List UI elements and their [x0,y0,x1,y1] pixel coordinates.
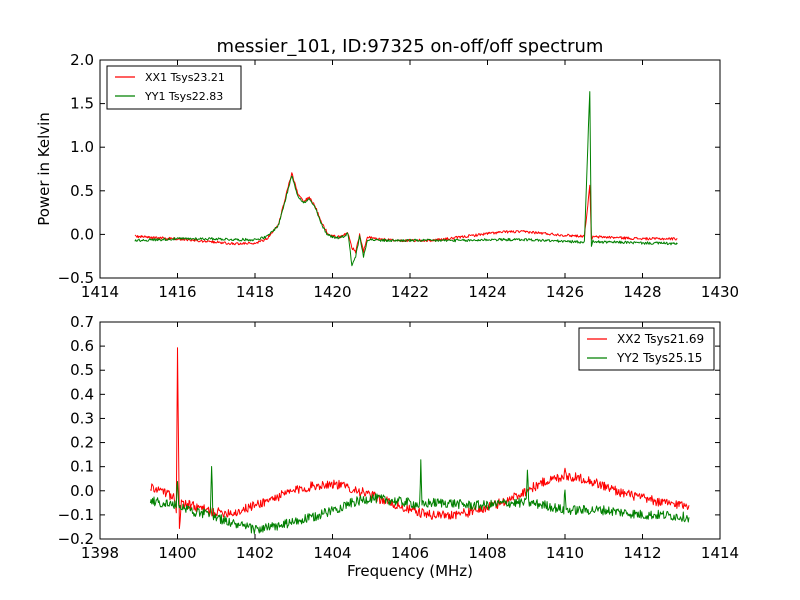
x-tick-label: 1430 [701,283,739,301]
x-tick-label: 1416 [158,283,196,301]
figure-title: messier_101, ID:97325 on-off/off spectru… [217,36,604,57]
y-tick-label: 0.6 [70,337,94,355]
y-tick-label: 0.0 [70,482,94,500]
y-tick-label: 0.5 [70,182,94,200]
x-tick-label: 1418 [236,283,274,301]
x-tick-label: 1404 [313,544,351,562]
x-tick-label: 1410 [546,544,584,562]
chart-2: 1398 1400 1402 1404 1406 1408 1410 1412 1414 −0.2… [58,313,740,562]
legend-label: XX2 Tsys21.69 [617,332,704,346]
y-tick-label: 1.5 [70,95,94,113]
x-tick-label: 1408 [468,544,506,562]
y-tick-label: −0.2 [58,530,94,548]
x-axis-label: Frequency (MHz) [347,562,473,580]
chart-1-series-group [134,91,678,267]
legend-label: XX1 Tsys23.21 [145,71,225,84]
x-tick-label: 1414 [701,544,739,562]
x-tick-label: 1402 [236,544,274,562]
x-tick-label: 1412 [623,544,661,562]
chart-2-series-line-1 [150,347,690,529]
x-tick-label: 1428 [623,283,661,301]
chart-2-legend: XX2 Tsys21.69 YY2 Tsys25.15 [578,327,715,371]
legend-box [578,327,715,371]
legend-box [106,65,242,110]
x-tick-label: 1420 [313,283,351,301]
y-tick-label: 0.5 [70,361,94,379]
x-tick-label: 1406 [391,544,429,562]
y-tick-label: 0.1 [70,458,94,476]
y-tick-label: 0.3 [70,409,94,427]
x-tick-label: 1414 [81,283,119,301]
y-tick-label: 0.4 [70,385,94,403]
chart-1-series-line-2 [134,91,678,267]
y-tick-label: 0.0 [70,225,94,243]
y-axis-label: Power in Kelvin [35,112,53,226]
plots: 1414 1416 1418 1420 1422 1424 1426 1428 1430 −0.5… [58,51,740,562]
y-tick-label: −0.1 [58,506,94,524]
y-tick-label: 2.0 [70,51,94,69]
chart-2-series-group [149,347,690,535]
chart-1-series-line-1 [134,172,678,254]
legend-label: YY1 Tsys22.83 [144,90,223,103]
x-tick-label: 1424 [468,283,506,301]
y-tick-label: 0.7 [70,313,94,331]
x-tick-label: 1426 [546,283,584,301]
y-tick-label: −0.5 [58,269,94,287]
x-tick-label: 1422 [391,283,429,301]
chart-2-series-line-2 [149,459,690,535]
x-tick-label: 1400 [158,544,196,562]
chart-1-legend: XX1 Tsys23.21 YY1 Tsys22.83 [106,65,242,110]
y-tick-label: 1.0 [70,138,94,156]
legend-label: YY2 Tsys25.15 [616,351,702,365]
chart-1: 1414 1416 1418 1420 1422 1424 1426 1428 1430 −0.5… [58,51,740,301]
y-tick-label: 0.2 [70,434,94,452]
x-tick-label: 1398 [81,544,119,562]
